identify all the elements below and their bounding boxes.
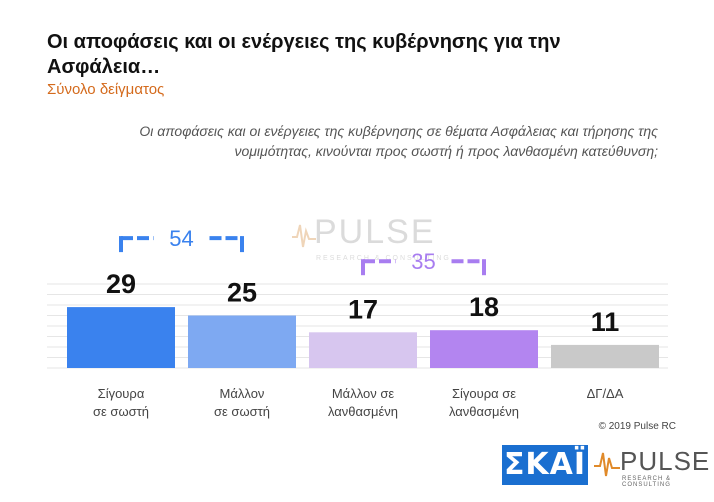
category-label: ΔΓ/ΔΑ xyxy=(587,386,624,401)
question-text: Οι αποφάσεις και οι ενέργειες της κυβέρν… xyxy=(139,123,658,159)
category-label: Μάλλον xyxy=(220,386,265,401)
group-sum-label: 35 xyxy=(411,249,435,274)
watermark-sub: RESEARCH & CONSULTING xyxy=(316,255,451,262)
pulse-logo-wave-icon xyxy=(594,452,620,477)
category-label: σε σωστή xyxy=(214,404,270,419)
category-label: Σίγουρα xyxy=(98,386,145,401)
bar xyxy=(551,344,659,368)
copyright-text: © 2019 Pulse RC xyxy=(598,421,676,432)
data-label: 25 xyxy=(227,278,257,308)
data-label: 17 xyxy=(348,294,378,324)
group-sum-label: 54 xyxy=(169,226,193,251)
pulse-logo: PULSE RESEARCH & CONSULTING xyxy=(594,445,709,488)
bar xyxy=(67,307,175,368)
pulse-watermark: PULSE RESEARCH & CONSULTING xyxy=(292,213,452,273)
chart-subtitle: Σύνολο δείγματος xyxy=(47,81,165,98)
bar xyxy=(309,332,417,368)
data-label: 11 xyxy=(591,307,620,337)
category-label: λανθασμένη xyxy=(328,404,398,419)
bar xyxy=(188,315,296,368)
pulse-logo-sub: RESEARCH & CONSULTING xyxy=(622,476,672,488)
chart-title: Οι αποφάσεις και οι ενέργειες της κυβέρν… xyxy=(47,31,561,78)
skai-logo: ΣΚΑΪ xyxy=(502,445,588,485)
bar xyxy=(430,330,538,368)
pulse-wave-icon xyxy=(292,224,316,248)
watermark-word: PULSE xyxy=(314,213,436,251)
category-label: λανθασμένη xyxy=(449,404,519,419)
data-label: 18 xyxy=(469,292,499,322)
data-label: 29 xyxy=(106,269,136,299)
category-label: Σίγουρα σε xyxy=(452,386,516,401)
pulse-logo-word: PULSE xyxy=(620,446,711,476)
category-label: σε σωστή xyxy=(93,404,149,419)
category-label: Μάλλον σε xyxy=(332,386,395,401)
